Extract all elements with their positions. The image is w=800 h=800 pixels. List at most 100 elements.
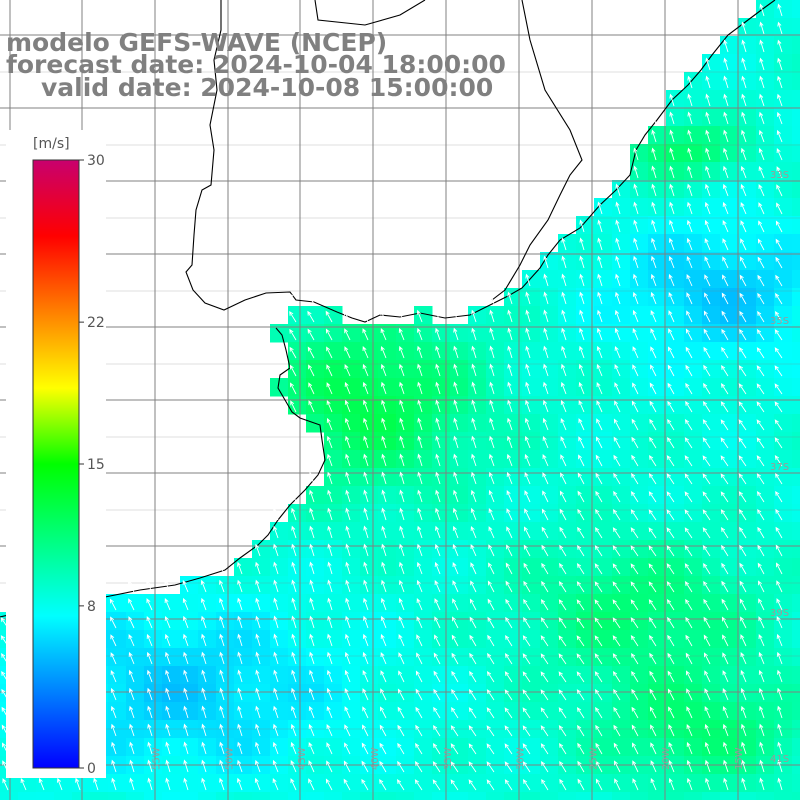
wind-arrow [650,760,657,773]
wind-cell [108,594,127,613]
wind-arrow [308,705,315,719]
wind-arrow [469,616,477,629]
wind-cell [702,666,721,685]
wind-cell [396,738,415,757]
wind-arrow [345,471,351,485]
wind-cell [522,504,541,523]
wind-arrow [164,580,171,593]
wind-arrow [363,525,369,539]
wind-cell [414,630,433,649]
wind-cell [504,630,523,649]
wind-cell [360,702,379,721]
wind-cell [36,630,55,649]
wind-arrow [579,309,585,323]
wind-cell [792,72,800,91]
wind-cell [720,792,739,800]
wind-arrow [380,310,387,323]
wind-arrow [651,183,657,197]
wind-cell [522,468,541,487]
wind-arrow [416,327,423,341]
wind-cell [468,360,487,379]
wind-arrow [255,651,261,665]
wind-arrow [489,417,495,431]
wind-arrow [237,579,243,593]
wind-arrow [723,111,729,125]
wind-arrow [776,166,783,179]
wind-cell [702,702,721,721]
wind-arrow [128,634,135,647]
wind-arrow [775,274,783,287]
wind-arrow [506,544,513,557]
wind-cell [576,378,595,397]
wind-cell [378,648,397,667]
wind-arrow [344,417,351,431]
wind-cell [702,648,721,667]
wind-cell [378,414,397,433]
wind-arrow [344,381,351,395]
wind-arrow [399,471,405,485]
wind-arrow [561,363,567,377]
wind-cell [792,540,800,559]
wind-cell [792,324,800,343]
wind-cell [432,396,451,415]
wind-arrow [399,525,405,539]
wind-arrow [738,455,747,467]
wind-arrow [777,777,783,791]
wind-arrow [524,453,531,467]
wind-arrow [612,527,621,539]
wind-arrow [759,777,765,791]
wind-cell [324,612,343,631]
wind-arrow [721,365,729,377]
wind-cell [720,774,739,793]
wind-cell [684,432,703,451]
wind-cell [756,450,775,469]
wind-cell [720,504,739,523]
wind-cell [594,432,613,451]
wind-arrow [739,292,747,305]
wind-cell [756,432,775,451]
wind-cell [612,486,631,505]
wind-arrow [201,723,207,737]
wind-arrow [273,579,279,593]
wind-arrow [523,544,531,557]
wind-arrow [435,363,441,377]
wind-arrow [542,417,549,431]
wind-cell [630,684,649,703]
wind-cell [684,270,703,289]
wind-cell [396,702,415,721]
wind-cell [90,648,109,667]
wind-cell [702,360,721,379]
wind-cell [774,306,793,325]
wind-cell [216,576,235,595]
wind-arrow [291,525,297,539]
wind-cell [180,630,199,649]
wind-cell [738,594,757,613]
wind-cell [126,594,145,613]
wind-cell [0,792,19,800]
wind-arrow [183,759,189,773]
wind-cell [594,216,613,235]
wind-arrow [631,400,639,413]
wind-arrow [686,777,693,791]
wind-cell [576,342,595,361]
wind-arrow [435,345,441,359]
wind-cell [702,162,721,181]
wind-arrow [704,741,711,755]
wind-arrow [613,472,621,485]
wind-arrow [685,382,693,395]
wind-arrow [558,599,567,611]
wind-arrow [559,743,567,755]
wind-cell [252,558,271,577]
wind-arrow [668,759,675,773]
wind-arrow [397,706,405,719]
wind-cell [558,666,577,685]
wind-cell [522,738,541,757]
wind-cell [738,234,757,253]
wind-cell [612,468,631,487]
wind-arrow [597,237,603,251]
wind-arrow [756,401,765,413]
wind-arrow [705,183,711,197]
wind-cell [774,540,793,559]
wind-cell [36,648,55,667]
wind-cell [540,414,559,433]
